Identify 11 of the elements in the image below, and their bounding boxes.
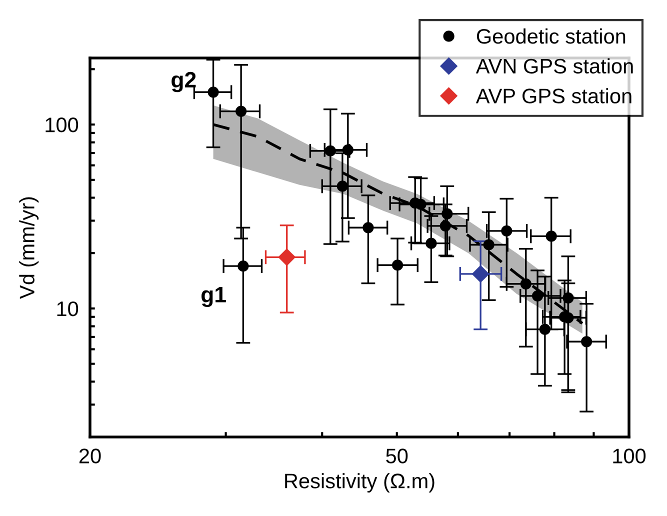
annotation: g1 (202, 286, 226, 307)
y-tick-label: 10 (57, 301, 78, 316)
legend-label: AVN GPS station (476, 58, 633, 74)
x-tick-label: 50 (386, 448, 408, 464)
legend-label: Geodetic station (476, 28, 626, 44)
x-axis-title: Resistivity (Ω.m) (285, 473, 434, 493)
y-axis-title: Vd (mm/yr) (19, 197, 39, 299)
x-tick-label: 100 (613, 448, 646, 464)
legend-label: AVP GPS station (476, 88, 632, 104)
x-tick-label: 20 (79, 448, 101, 464)
annotation: g2 (172, 72, 196, 92)
